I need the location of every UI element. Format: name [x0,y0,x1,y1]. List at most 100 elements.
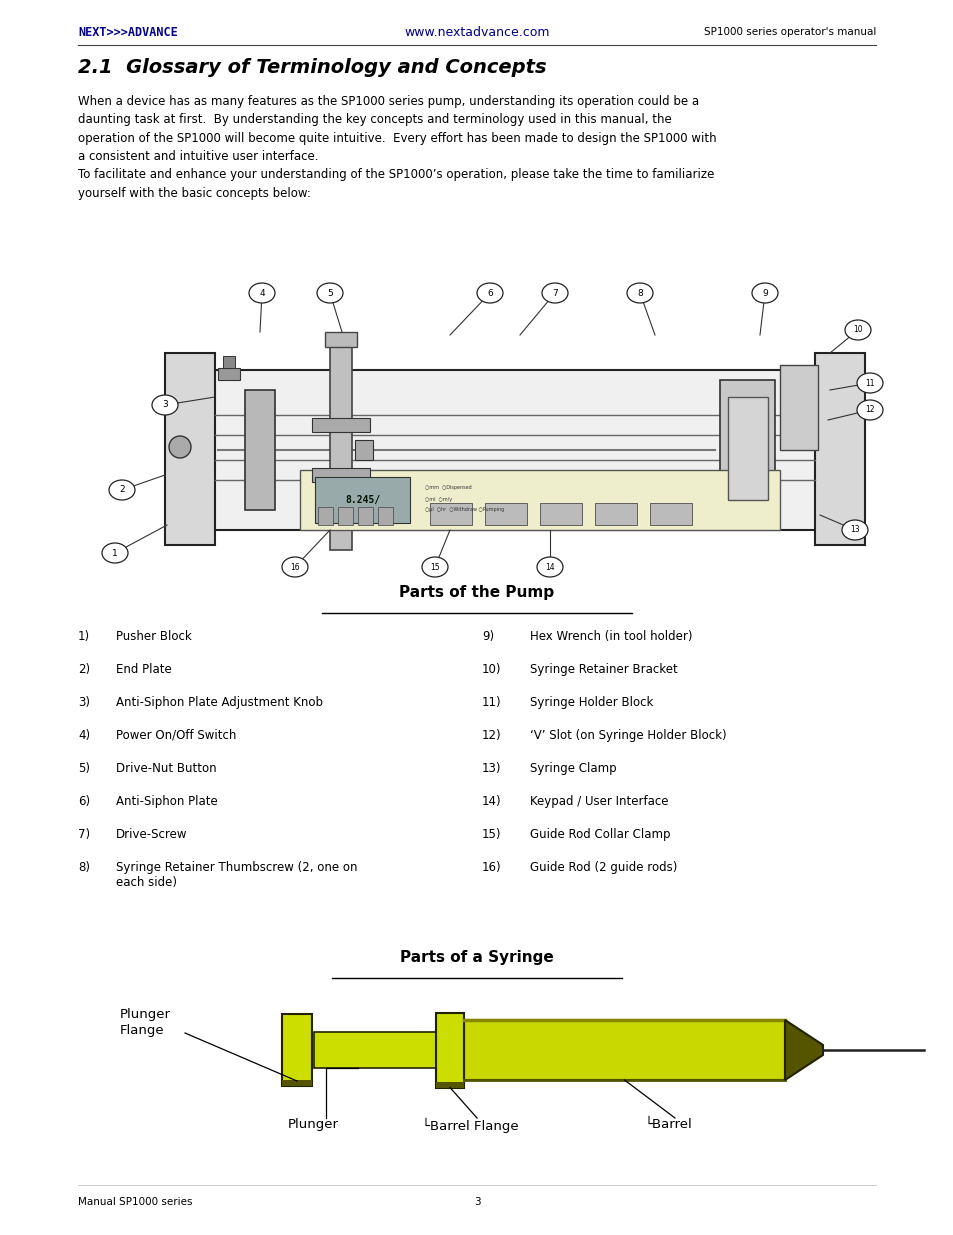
Text: 8: 8 [637,289,642,298]
Text: 3): 3) [78,697,90,709]
Ellipse shape [844,320,870,340]
Text: Pusher Block: Pusher Block [116,630,192,643]
Text: 10: 10 [852,326,862,335]
Text: Anti-Siphon Plate: Anti-Siphon Plate [116,795,217,808]
Text: 6): 6) [78,795,90,808]
Text: 9: 9 [761,289,767,298]
Ellipse shape [856,373,882,393]
Bar [330,347,352,550]
Text: 1: 1 [112,548,118,557]
Ellipse shape [102,543,128,563]
Bar [337,508,353,525]
Bar [245,390,274,510]
Ellipse shape [169,436,191,458]
Text: 12: 12 [864,405,874,415]
Bar [436,1082,463,1088]
Bar [727,396,767,500]
Ellipse shape [541,283,567,303]
Bar [814,353,864,545]
Bar [317,508,333,525]
Text: 5): 5) [78,762,90,776]
Polygon shape [784,1020,822,1079]
Text: Manual SP1000 series: Manual SP1000 series [78,1197,193,1207]
Text: Hex Wrench (in tool holder): Hex Wrench (in tool holder) [530,630,692,643]
Text: When a device has as many features as the SP1000 series pump, understanding its : When a device has as many features as th… [78,95,716,163]
Text: ○ml  ○m/y: ○ml ○m/y [424,496,452,501]
Bar [377,508,393,525]
Bar [355,440,373,459]
Text: Syringe Retainer Bracket: Syringe Retainer Bracket [530,663,677,676]
Ellipse shape [626,283,652,303]
Text: 15: 15 [430,562,439,572]
Bar [312,417,370,432]
Text: └Barrel: └Barrel [644,1118,692,1131]
Text: ○μl  ○hr  ○Withdraw ○Pumping: ○μl ○hr ○Withdraw ○Pumping [424,508,504,513]
Bar [282,1014,312,1086]
Text: 1): 1) [78,630,90,643]
Text: 8): 8) [78,861,90,874]
Text: 3: 3 [162,400,168,410]
Text: SP1000 series operator's manual: SP1000 series operator's manual [703,27,875,37]
Ellipse shape [282,557,308,577]
Text: 2.1  Glossary of Terminology and Concepts: 2.1 Glossary of Terminology and Concepts [78,58,546,77]
Bar [649,503,691,525]
Bar [314,1032,441,1068]
Text: NEXT>>>ADVANCE: NEXT>>>ADVANCE [78,26,177,38]
Bar [223,356,234,368]
Ellipse shape [841,520,867,540]
Bar [312,468,370,482]
Bar [539,503,581,525]
Text: Power On/Off Switch: Power On/Off Switch [116,729,236,742]
Bar [314,477,410,522]
Text: 7): 7) [78,827,90,841]
Ellipse shape [316,283,343,303]
Text: Parts of the Pump: Parts of the Pump [399,585,554,600]
Text: 7: 7 [552,289,558,298]
Text: Guide Rod (2 guide rods): Guide Rod (2 guide rods) [530,861,677,874]
Ellipse shape [751,283,778,303]
Text: 14): 14) [481,795,501,808]
Text: End Plate: End Plate [116,663,172,676]
Ellipse shape [856,400,882,420]
Text: 11): 11) [481,697,501,709]
Text: To facilitate and enhance your understanding of the SP1000’s operation, please t: To facilitate and enhance your understan… [78,168,714,200]
Text: Plunger: Plunger [288,1118,338,1131]
Text: 13: 13 [849,526,859,535]
Ellipse shape [152,395,178,415]
Text: Plunger
Flange: Plunger Flange [120,1008,171,1037]
Text: Anti-Siphon Plate Adjustment Knob: Anti-Siphon Plate Adjustment Knob [116,697,323,709]
Ellipse shape [537,557,562,577]
Text: 2): 2) [78,663,90,676]
Bar [780,366,817,450]
Text: 16): 16) [481,861,501,874]
Bar [430,503,472,525]
Ellipse shape [249,283,274,303]
Bar [325,332,356,347]
Bar [720,380,774,520]
Text: 3: 3 [474,1197,479,1207]
Text: Drive-Screw: Drive-Screw [116,827,188,841]
Bar [165,353,214,545]
Ellipse shape [476,283,502,303]
Text: Syringe Clamp: Syringe Clamp [530,762,616,776]
Bar [463,1020,784,1079]
Text: Guide Rod Collar Clamp: Guide Rod Collar Clamp [530,827,670,841]
Text: 10): 10) [481,663,501,676]
Text: 8.245/: 8.245/ [345,495,379,505]
Bar [357,508,373,525]
Text: Drive-Nut Button: Drive-Nut Button [116,762,216,776]
Text: Keypad / User Interface: Keypad / User Interface [530,795,668,808]
Text: 11: 11 [864,378,874,388]
Text: 6: 6 [487,289,493,298]
Text: 4: 4 [259,289,265,298]
Ellipse shape [421,557,448,577]
Text: Parts of a Syringe: Parts of a Syringe [399,950,554,965]
Text: 12): 12) [481,729,501,742]
Text: 4): 4) [78,729,90,742]
Bar [218,368,240,380]
Text: 9): 9) [481,630,494,643]
Bar [595,503,637,525]
Text: └Barrel Flange: └Barrel Flange [421,1118,518,1134]
Bar [484,503,526,525]
Text: 16: 16 [290,562,299,572]
